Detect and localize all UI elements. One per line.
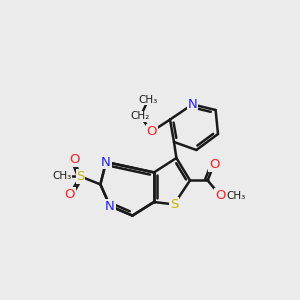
Text: O: O bbox=[209, 158, 219, 171]
Text: CH₂: CH₂ bbox=[131, 111, 150, 122]
Text: N: N bbox=[188, 98, 197, 111]
Text: O: O bbox=[146, 125, 157, 138]
Text: S: S bbox=[76, 170, 85, 183]
Text: CH₃: CH₃ bbox=[139, 94, 158, 105]
Text: CH₃: CH₃ bbox=[227, 190, 246, 201]
Text: N: N bbox=[101, 155, 111, 169]
Text: O: O bbox=[215, 189, 226, 202]
Text: O: O bbox=[69, 153, 79, 166]
Text: S: S bbox=[170, 198, 178, 211]
Text: CH₃: CH₃ bbox=[52, 171, 72, 182]
Text: N: N bbox=[105, 200, 115, 212]
Text: O: O bbox=[65, 188, 75, 200]
